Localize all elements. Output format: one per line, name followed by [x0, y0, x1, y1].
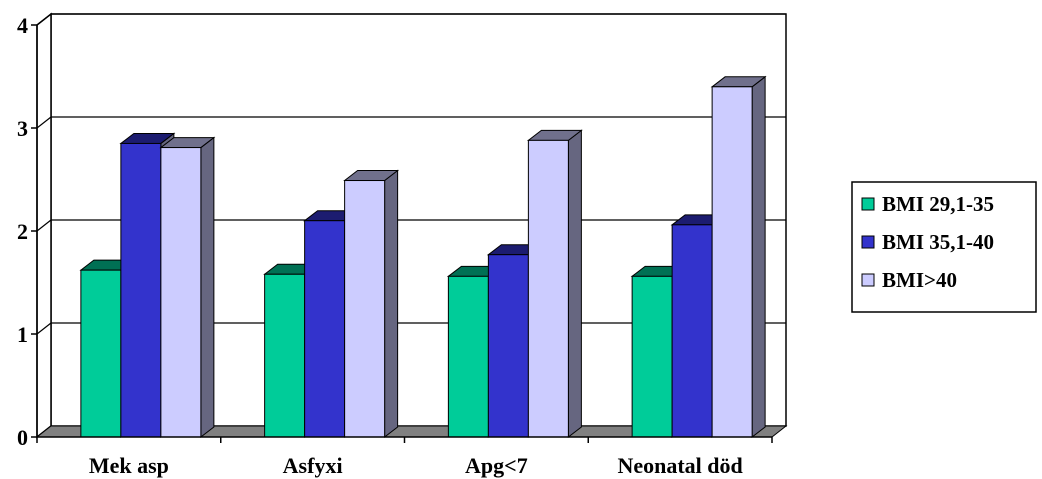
legend-label: BMI>40	[882, 268, 957, 292]
y-tick-label: 1	[17, 322, 28, 347]
gridline-side	[36, 219, 52, 232]
bar-front	[160, 147, 202, 438]
bar-front	[80, 269, 122, 438]
bar-side	[751, 75, 766, 439]
y-tick-label: 0	[17, 425, 28, 450]
bar	[526, 129, 583, 439]
bar	[710, 75, 767, 439]
y-tick-labels: 0 1 2 3 4	[17, 13, 28, 450]
y-tick-label: 4	[17, 13, 28, 38]
bars	[79, 75, 767, 439]
y-tick-label: 3	[17, 116, 28, 141]
bar-front	[447, 275, 489, 438]
legend-swatch	[861, 273, 875, 287]
bar-side	[200, 136, 215, 439]
x-category-label: Mek asp	[89, 453, 169, 478]
bar-side	[384, 169, 399, 439]
y-tick-label: 2	[17, 219, 28, 244]
bar-front	[671, 224, 713, 438]
legend-swatch	[861, 235, 875, 249]
bar-front	[120, 142, 162, 438]
bar-front	[631, 275, 673, 438]
bar	[159, 136, 216, 439]
bar-front	[344, 180, 386, 438]
legend-swatch	[861, 197, 875, 211]
legend-box	[851, 181, 1037, 313]
gridline-side	[36, 322, 52, 335]
gridline-side	[36, 13, 52, 26]
bar	[343, 169, 400, 439]
legend: BMI 29,1-35 BMI 35,1-40 BMI>40	[851, 181, 1037, 313]
legend-label: BMI 35,1-40	[882, 230, 994, 254]
bar-front	[304, 220, 346, 438]
bar-side	[567, 129, 582, 439]
bar-front	[711, 86, 753, 438]
gridline-side	[36, 116, 52, 129]
legend-label: BMI 29,1-35	[882, 192, 994, 216]
axes	[31, 24, 773, 443]
x-category-label: Neonatal död	[617, 453, 742, 478]
bar-front	[527, 139, 569, 438]
x-category-label: Asfyxi	[283, 453, 343, 478]
bar-front	[264, 273, 306, 438]
x-category-labels: Mek asp Asfyxi Apg<7 Neonatal död	[89, 453, 743, 478]
x-category-label: Apg<7	[465, 453, 528, 478]
bar-front	[487, 254, 529, 438]
